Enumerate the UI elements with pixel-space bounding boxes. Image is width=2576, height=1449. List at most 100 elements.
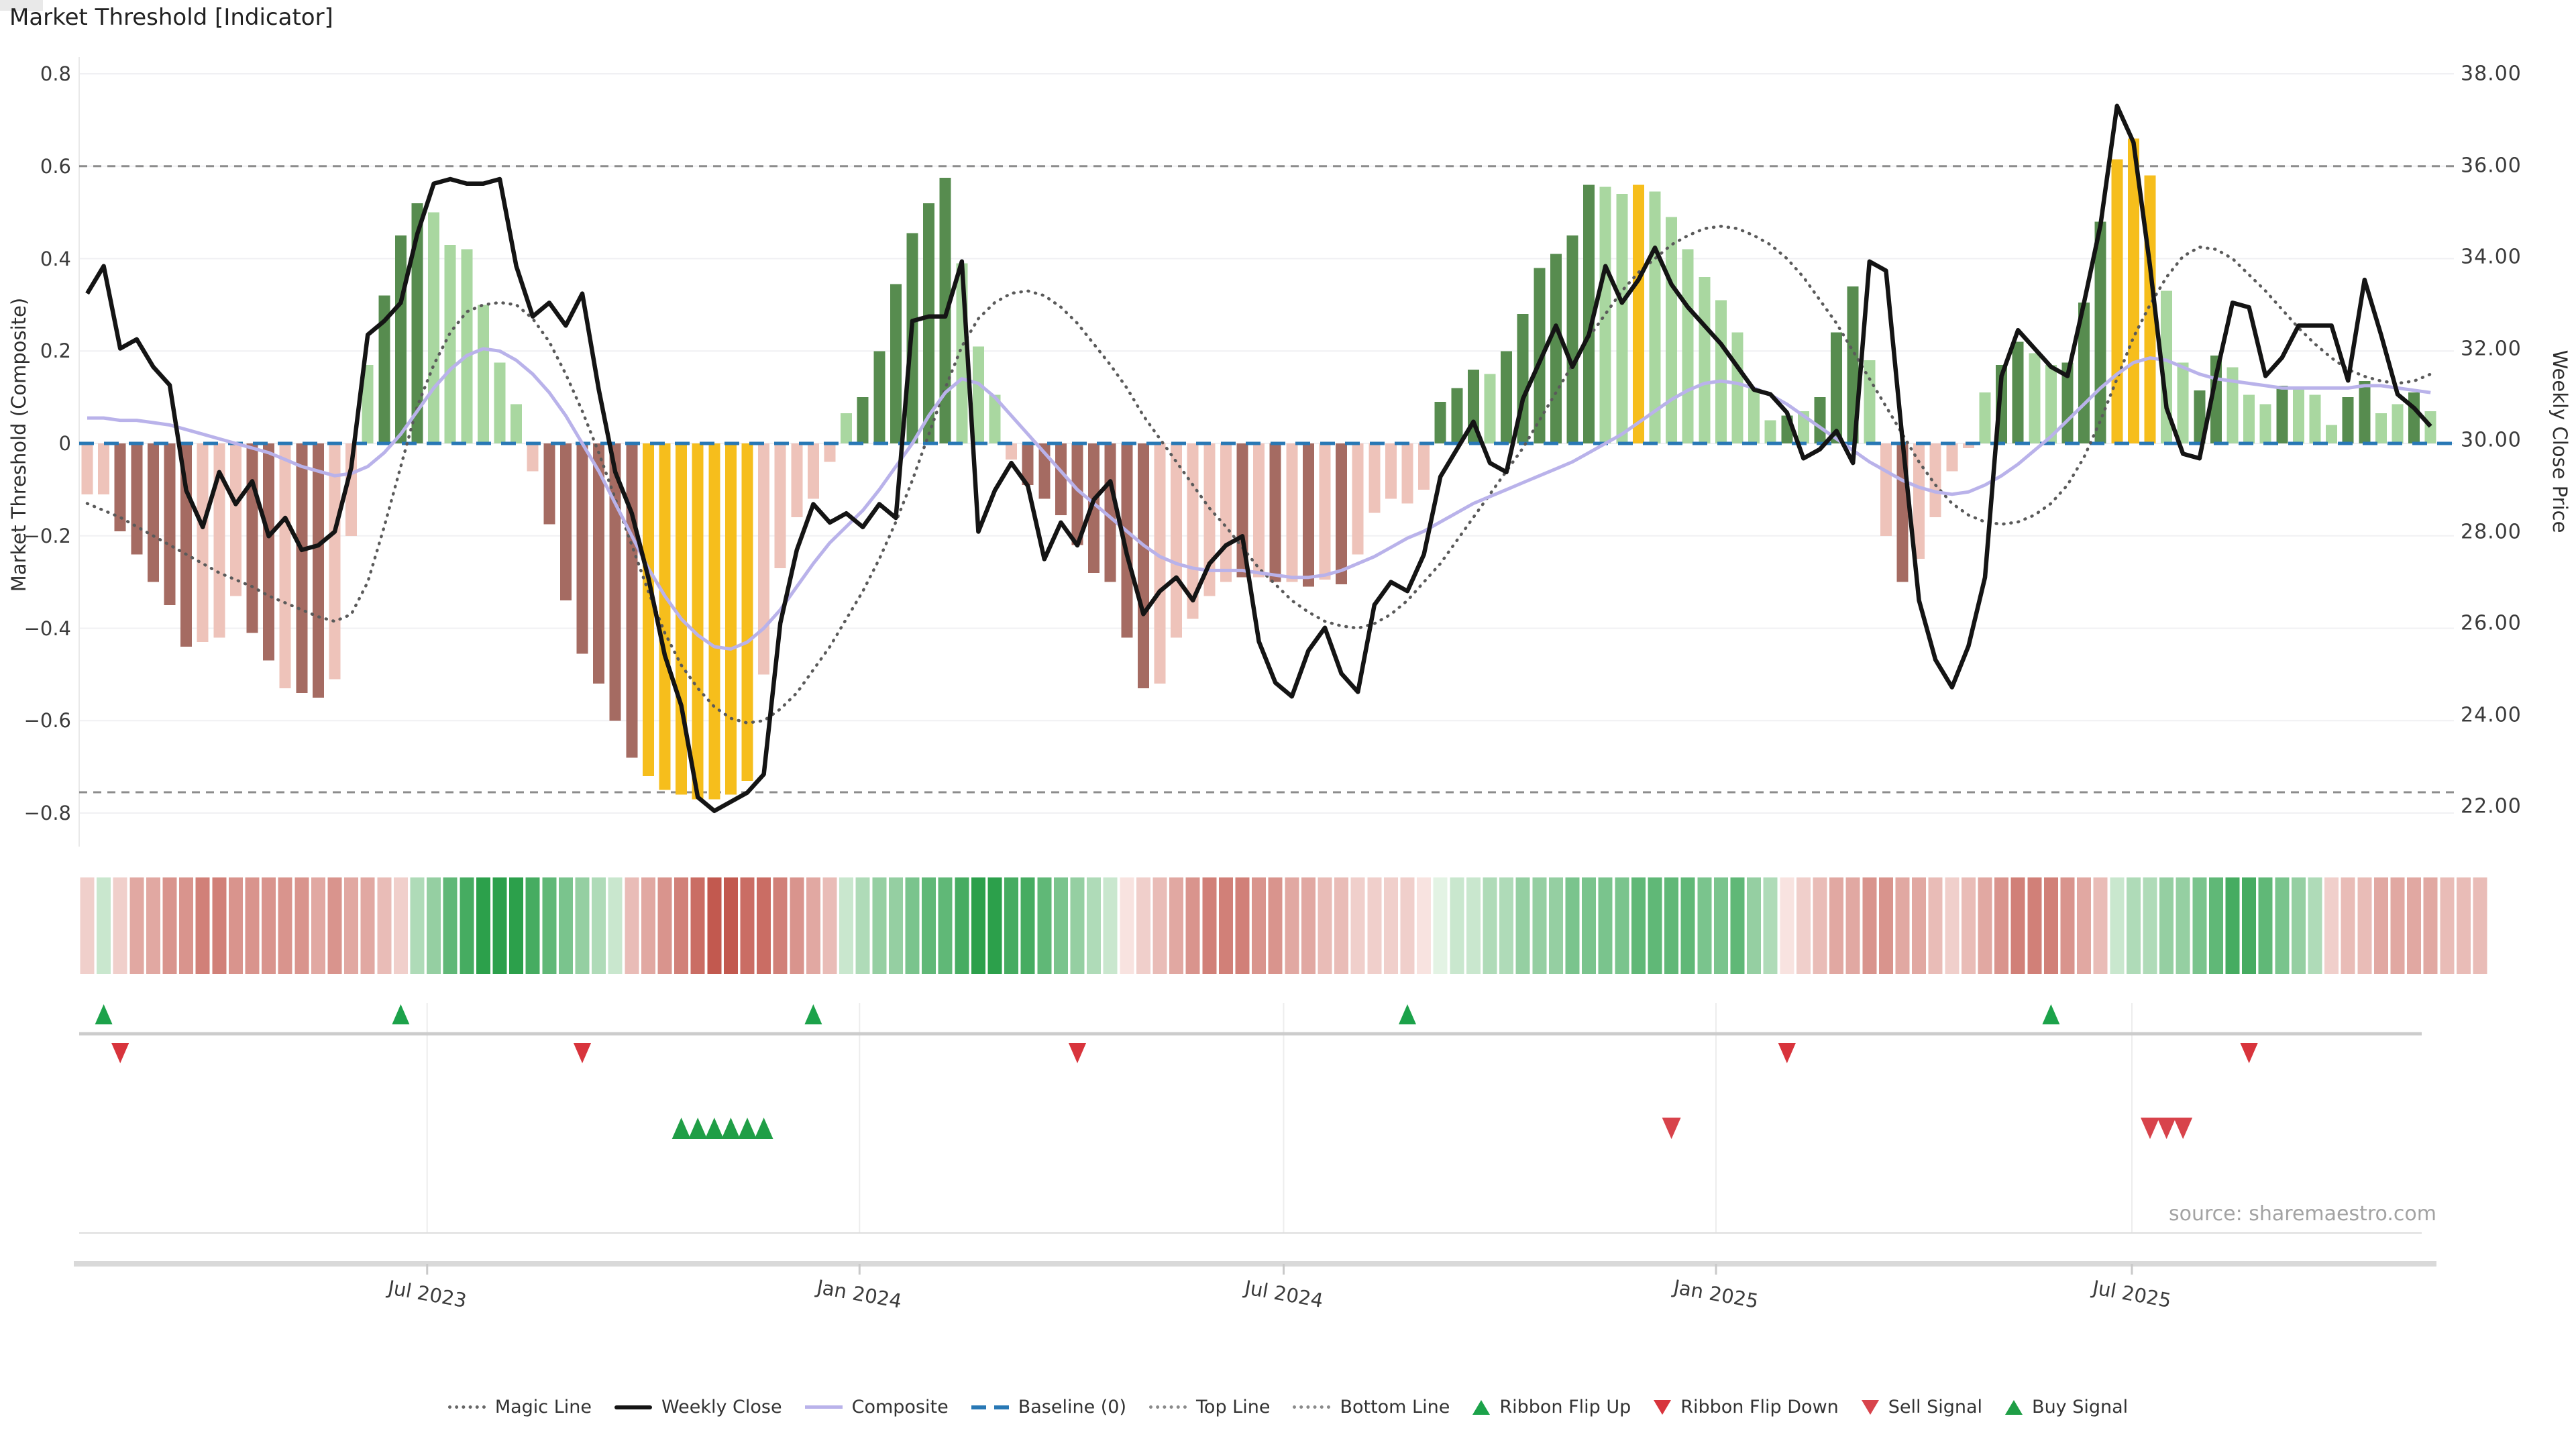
- ribbon-cell: [2208, 877, 2223, 974]
- left-tick-label: 0.8: [40, 62, 71, 85]
- legend-marker-dotted-gray: [1149, 1405, 1187, 1409]
- right-tick-label: 24.00: [2461, 703, 2522, 727]
- ribbon-cell: [1994, 877, 2009, 974]
- ribbon-cell: [1285, 877, 1299, 974]
- buy-signal-marker: [672, 1118, 691, 1139]
- threshold-bar: [2094, 221, 2106, 443]
- ribbon-cell: [1400, 877, 1415, 974]
- ribbon-flip-up-marker: [95, 1004, 113, 1024]
- threshold-bar: [1731, 332, 1743, 443]
- corner-artifact: [0, 0, 43, 11]
- threshold-bar: [1451, 388, 1463, 443]
- left-tick-label: 0.4: [40, 247, 71, 270]
- ribbon-cell: [1697, 877, 1712, 974]
- ribbon-cell: [575, 877, 590, 974]
- threshold-bar: [626, 443, 638, 758]
- ribbon-cell: [2159, 877, 2174, 974]
- threshold-bar: [1682, 249, 1694, 443]
- right-axis-title: Weekly Close Price: [2548, 350, 2571, 533]
- ribbon-cell: [1169, 877, 1184, 974]
- threshold-bar: [246, 443, 258, 633]
- threshold-bar: [98, 443, 110, 494]
- page-title: Market Threshold [Indicator]: [9, 4, 333, 31]
- ribbon-cell: [641, 877, 655, 974]
- threshold-bar: [1764, 420, 1776, 443]
- ribbon-cell: [410, 877, 425, 974]
- threshold-bar: [2226, 367, 2239, 443]
- threshold-bar: [1929, 443, 1941, 518]
- ribbon-cell: [2373, 877, 2388, 974]
- ribbon-cell: [427, 877, 441, 974]
- ribbon-cell: [2357, 877, 2372, 974]
- ribbon-cell: [971, 877, 985, 974]
- threshold-bar: [362, 364, 374, 443]
- legend-item: Bottom Line: [1293, 1397, 1450, 1417]
- threshold-bar: [2029, 353, 2041, 443]
- ribbon-cell: [2440, 877, 2455, 974]
- ribbon-cell: [311, 877, 325, 974]
- ribbon-cell: [922, 877, 936, 974]
- ribbon-cell: [97, 877, 111, 974]
- right-tick-label: 32.00: [2461, 337, 2522, 360]
- legend-marker-dotted-gray: [1293, 1405, 1331, 1409]
- buy-signal-marker: [688, 1118, 708, 1139]
- threshold-bar: [774, 443, 786, 568]
- ribbon-cell: [327, 877, 342, 974]
- ribbon-cell: [1350, 877, 1365, 974]
- ribbon-cell: [1598, 877, 1613, 974]
- threshold-bar: [428, 212, 440, 443]
- right-tick-label: 22.00: [2461, 794, 2522, 818]
- ribbon-cell: [1664, 877, 1679, 974]
- ribbon-cell: [393, 877, 408, 974]
- threshold-bar: [1946, 443, 1958, 472]
- ribbon-cell: [674, 877, 689, 974]
- ribbon-cell: [2423, 877, 2438, 974]
- threshold-bar: [197, 443, 209, 643]
- ribbon-cell: [1615, 877, 1629, 974]
- threshold-bar: [81, 443, 93, 494]
- ribbon-cell: [195, 877, 210, 974]
- ribbon-cell: [1218, 877, 1233, 974]
- ribbon-cell: [1185, 877, 1200, 974]
- threshold-bar: [2375, 413, 2387, 443]
- right-tick-label: 36.00: [2461, 154, 2522, 177]
- ribbon-cell: [1367, 877, 1382, 974]
- threshold-bar: [2012, 341, 2024, 443]
- threshold-bar: [1649, 191, 1661, 443]
- ribbon-cell: [822, 877, 837, 974]
- ribbon-cell: [839, 877, 854, 974]
- ribbon-cell: [2176, 877, 2190, 974]
- ribbon-cell: [525, 877, 540, 974]
- threshold-bar: [1286, 443, 1298, 582]
- ribbon-cell: [1713, 877, 1728, 974]
- threshold-bar: [378, 295, 390, 443]
- ribbon-cell: [625, 877, 639, 974]
- ribbon-cell: [344, 877, 359, 974]
- threshold-bar: [1121, 443, 1133, 638]
- ribbon-cell: [955, 877, 969, 974]
- ribbon-cell: [1070, 877, 1085, 974]
- source-note: source: sharemaestro.com: [2169, 1202, 2436, 1226]
- ribbon-cell: [492, 877, 507, 974]
- ribbon-cell: [1383, 877, 1398, 974]
- threshold-bar: [857, 397, 869, 443]
- threshold-bar: [1302, 443, 1314, 587]
- right-tick-label: 34.00: [2461, 245, 2522, 269]
- threshold-bar: [1864, 360, 1876, 443]
- ribbon-flip-up-marker: [2042, 1004, 2060, 1024]
- threshold-bar: [2292, 388, 2304, 443]
- legend-marker-triangle-up: [1472, 1399, 1491, 1415]
- threshold-bar: [989, 394, 1001, 443]
- threshold-bar: [1501, 351, 1513, 444]
- threshold-bar: [841, 413, 853, 443]
- threshold-bar: [1962, 443, 1974, 448]
- ribbon-cell: [2242, 877, 2257, 974]
- threshold-bar: [1599, 186, 1611, 443]
- threshold-bar: [1006, 443, 1018, 460]
- ribbon-cell: [1103, 877, 1118, 974]
- ribbon-cell: [1912, 877, 1927, 974]
- ribbon-cell: [1136, 877, 1150, 974]
- ribbon-cell: [113, 877, 127, 974]
- sell-signal-marker: [2174, 1118, 2193, 1139]
- ribbon-cell: [2192, 877, 2207, 974]
